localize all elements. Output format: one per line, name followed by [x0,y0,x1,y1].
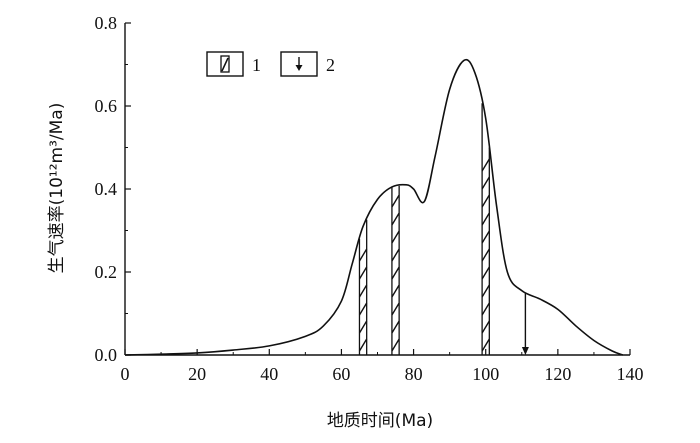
band-hatch [481,212,490,226]
band-hatch [481,302,490,316]
band-hatch [391,194,400,208]
down-arrow [521,292,529,355]
x-tick-label: 80 [405,364,423,384]
y-tick-label: 0.6 [95,96,118,116]
band-hatch [481,284,490,298]
gas-generation-rate-curve [124,58,624,356]
band-hatch [481,266,490,280]
band-hatch [481,176,490,190]
band-hatch [391,248,400,262]
band-hatch [391,338,400,352]
legend-band-hatch [221,57,229,72]
y-axis-label: 生气速率(10¹²m³/Ma) [47,103,67,274]
band-hatch [358,338,368,352]
band-hatch [481,158,490,172]
band-hatch [358,302,368,316]
band-hatch [391,284,400,298]
x-tick-label: 20 [188,364,206,384]
axes: 0 20 40 60 80 100 120 140 0.0 0.2 0.4 0.6 0.8 [95,13,644,384]
hatched-bands [358,103,490,355]
x-tick-label: 140 [617,364,644,384]
x-tick-label: 100 [472,364,499,384]
y-tick-label: 0.4 [95,179,118,199]
legend-item-arrow: 2 [280,51,335,77]
band-hatch [481,230,490,244]
band-hatch [391,212,400,226]
band-hatch [391,302,400,316]
legend-label: 1 [252,55,261,75]
hatched-band [481,103,490,355]
x-tick-label: 60 [332,364,350,384]
legend-label: 2 [326,55,335,75]
hatched-band [358,219,368,355]
arrows [521,292,529,355]
band-hatch [358,284,368,298]
y-tick-label: 0.2 [95,262,118,282]
band-hatch [481,338,490,352]
x-tick-label: 120 [544,364,571,384]
x-tick-label: 0 [121,364,130,384]
y-tick-label: 0.0 [95,345,118,365]
legend-arrow-head [295,65,303,71]
legend-item-band: 1 [206,51,261,77]
band-hatch [358,266,368,280]
band-hatch [481,320,490,334]
x-axis-label: 地质时间(Ma) [327,411,433,431]
band-hatch [391,320,400,334]
band-hatch [391,230,400,244]
arrow-head [521,347,529,355]
band-hatch [481,248,490,262]
x-tick-label: 40 [260,364,278,384]
band-hatch [358,248,368,262]
band-hatch [358,320,368,334]
y-tick-label: 0.8 [95,13,118,33]
band-hatch [391,266,400,280]
hatched-band [391,185,400,355]
band-hatch [481,194,490,208]
